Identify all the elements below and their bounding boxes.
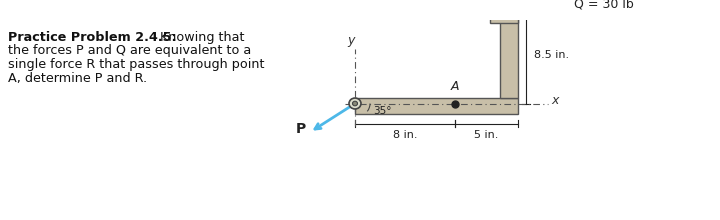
Text: x: x (552, 94, 559, 107)
Text: 5 in.: 5 in. (474, 130, 498, 140)
Text: P: P (296, 122, 306, 136)
Polygon shape (490, 7, 518, 23)
Text: 8 in.: 8 in. (392, 130, 418, 140)
Polygon shape (500, 7, 518, 98)
Text: the forces P and Q are equivalent to a: the forces P and Q are equivalent to a (8, 44, 251, 57)
Polygon shape (355, 98, 518, 114)
Text: Knowing that: Knowing that (156, 31, 245, 44)
Text: A: A (451, 80, 459, 93)
Text: 35°: 35° (373, 106, 392, 116)
Circle shape (503, 1, 515, 12)
Circle shape (353, 101, 358, 106)
Circle shape (349, 98, 361, 109)
Text: single force R that passes through point: single force R that passes through point (8, 58, 264, 71)
Circle shape (506, 5, 511, 9)
Text: A, determine P and R.: A, determine P and R. (8, 72, 147, 85)
Text: 8.5 in.: 8.5 in. (534, 50, 569, 60)
Text: Practice Problem 2.4.5:: Practice Problem 2.4.5: (8, 31, 176, 44)
Text: Q = 30 lb: Q = 30 lb (575, 0, 634, 11)
Text: y: y (347, 34, 355, 47)
